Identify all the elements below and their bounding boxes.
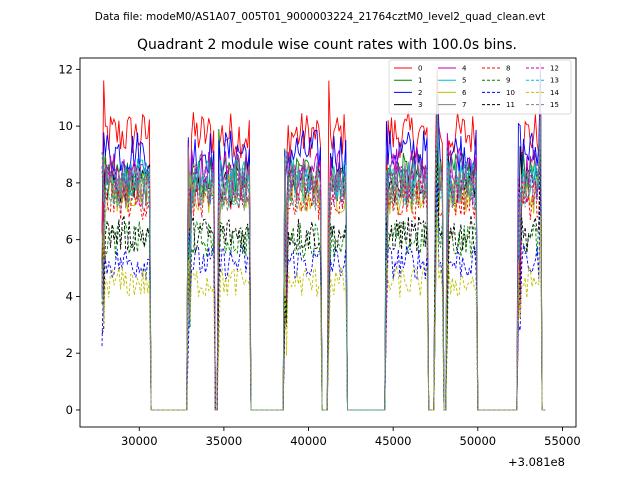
x-tick-label: 35000 (206, 434, 243, 448)
x-tick-label: 55000 (544, 434, 581, 448)
legend-label-15: 15 (550, 101, 559, 109)
y-tick-label: 2 (66, 346, 73, 360)
series-line-6 (101, 101, 546, 411)
legend-label-2: 2 (418, 89, 422, 97)
series-line-9 (101, 142, 546, 411)
series-line-3 (101, 91, 546, 411)
y-tick-label: 0 (66, 403, 73, 417)
series-line-4 (101, 103, 546, 411)
legend-label-4: 4 (462, 65, 467, 73)
chart-suptitle: Data file: modeM0/AS1A07_005T01_90000032… (95, 11, 546, 23)
plot-frame (79, 57, 577, 428)
x-tick-label: 40000 (290, 434, 327, 448)
series-line-7 (101, 93, 546, 411)
y-tick-label: 10 (58, 119, 73, 133)
series-layer (101, 62, 546, 411)
y-tick-label: 6 (66, 233, 73, 247)
series-line-10 (101, 166, 546, 411)
legend-label-14: 14 (550, 89, 559, 97)
series-line-15 (101, 94, 546, 411)
y-tick-label: 12 (58, 62, 73, 76)
legend-label-8: 8 (506, 65, 510, 73)
series-line-14 (101, 211, 546, 411)
legend-label-9: 9 (506, 77, 510, 85)
legend-label-6: 6 (462, 89, 467, 97)
series-line-11 (101, 149, 546, 411)
series-line-5 (101, 98, 546, 411)
legend-label-3: 3 (418, 101, 422, 109)
series-line-0 (101, 62, 546, 411)
series-line-12 (101, 93, 546, 411)
series-line-8 (101, 111, 546, 411)
legend-label-13: 13 (550, 77, 559, 85)
legend-label-11: 11 (506, 101, 515, 109)
series-line-13 (101, 92, 546, 411)
y-tick-label: 8 (66, 176, 73, 190)
x-tick-label: 50000 (460, 434, 497, 448)
legend-label-7: 7 (462, 101, 466, 109)
x-tick-label: 45000 (375, 434, 412, 448)
chart-title: Quadrant 2 module wise count rates with … (137, 37, 517, 53)
x-tick-label: 30000 (121, 434, 158, 448)
legend-label-12: 12 (550, 65, 559, 73)
x-offset-label: +3.081e8 (508, 455, 565, 469)
legend-label-1: 1 (418, 77, 422, 85)
legend-label-0: 0 (418, 65, 422, 73)
legend-label-5: 5 (462, 77, 466, 85)
y-tick-label: 4 (66, 289, 73, 303)
series-line-2 (101, 71, 546, 411)
series-line-1 (101, 108, 546, 411)
legend-box (388, 59, 572, 115)
legend-label-10: 10 (506, 89, 515, 97)
